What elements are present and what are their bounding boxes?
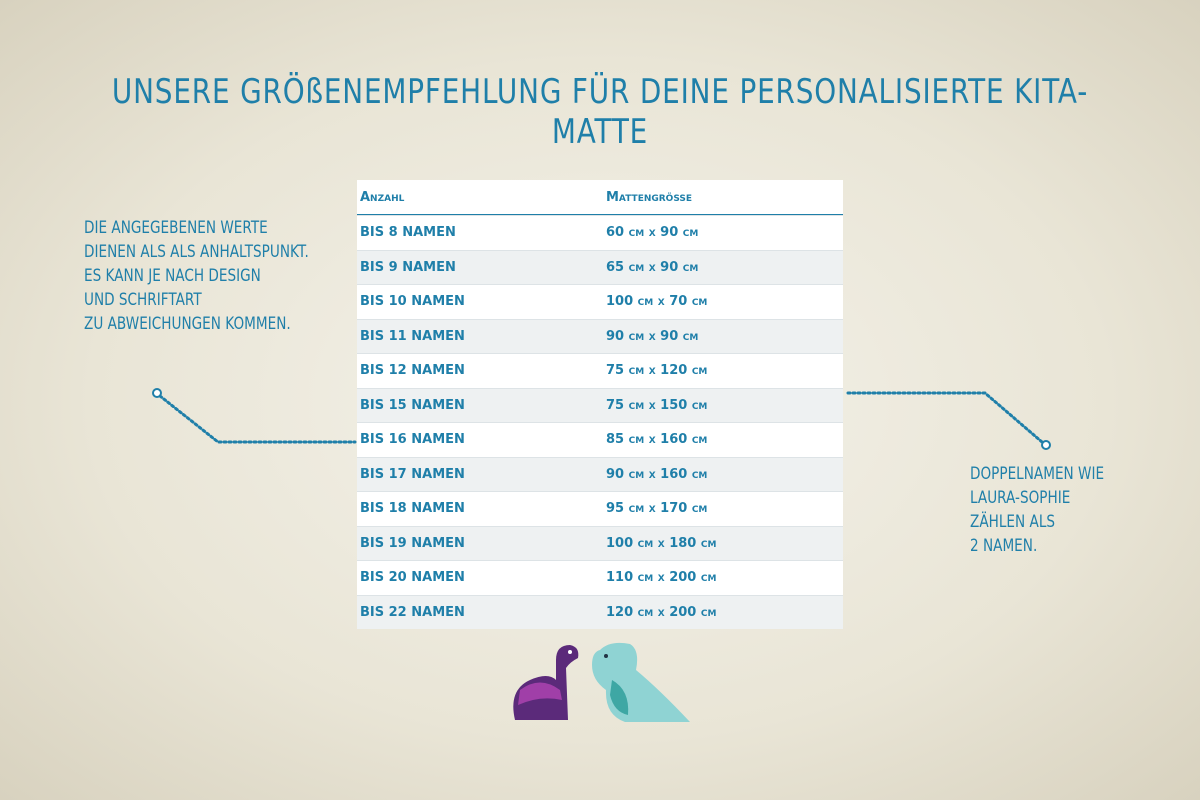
connector-dot [1041, 440, 1051, 450]
table-row: BIS 16 NAMEN 85 cm x 160 cm [357, 422, 843, 457]
table-cell: 100 cm x 70 cm [606, 294, 708, 310]
purple-dino [513, 645, 579, 720]
table-cell: 75 cm x 150 cm [606, 397, 708, 413]
table-cell: 120 cm x 200 cm [606, 604, 717, 620]
size-table: Anzahl Mattengröße BIS 8 NAMEN 60 cm x 90 c… [357, 180, 843, 629]
table-cell: BIS 9 NAMEN [360, 259, 456, 275]
table-cell: 90 cm x 90 cm [606, 328, 699, 344]
table-cell: BIS 12 NAMEN [360, 363, 465, 379]
header-cell: Anzahl [360, 189, 405, 205]
table-cell: BIS 10 NAMEN [360, 294, 465, 310]
title: UNSERE GRÖßENEMPFEHLUNG FÜR DEINE PERSON… [111, 72, 1089, 152]
right-note: DOPPELNAMEN WIE LAURA-SOPHIE ZÄHLEN ALS 2 N… [970, 462, 1104, 558]
table-row: BIS 18 NAMEN 95 cm x 170 cm [357, 491, 843, 526]
note-line: ZU ABWEICHUNGEN KOMMEN. [84, 314, 291, 334]
table-cell: 75 cm x 120 cm [606, 363, 708, 379]
table-row: BIS 22 NAMEN 120 cm x 200 cm [357, 594, 843, 629]
table-row: BIS 10 NAMEN 100 cm x 70 cm [357, 284, 843, 319]
table-cell: BIS 8 NAMEN [360, 225, 456, 241]
left-note: DIE ANGEGEBENEN WERTE DIENEN ALS ALS ANHA… [84, 216, 309, 336]
note-line: 2 NAMEN. [970, 536, 1038, 556]
table-cell: 110 cm x 200 cm [606, 570, 717, 586]
note-line: LAURA-SOPHIE [970, 488, 1071, 508]
table-cell: 100 cm x 180 cm [606, 535, 717, 551]
note-line: ZÄHLEN ALS [970, 512, 1056, 532]
connectors [158, 391, 1044, 444]
note-line: ES KANN JE NACH DESIGN [84, 266, 261, 286]
table-cell: 90 cm x 160 cm [606, 466, 708, 482]
table-cell: BIS 11 NAMEN [360, 328, 465, 344]
table-cell: BIS 18 NAMEN [360, 501, 465, 517]
note-line: DOPPELNAMEN WIE [970, 464, 1105, 484]
table-cell: BIS 17 NAMEN [360, 466, 465, 482]
connector-dot [152, 388, 162, 398]
teal-dino [592, 642, 690, 722]
table-cell: BIS 22 NAMEN [360, 604, 465, 620]
table-row: BIS 11 NAMEN 90 cm x 90 cm [357, 318, 843, 353]
table-row: BIS 17 NAMEN 90 cm x 160 cm [357, 456, 843, 491]
table-row: BIS 20 NAMEN 110 cm x 200 cm [357, 560, 843, 595]
table-cell: BIS 16 NAMEN [360, 432, 465, 448]
table-cell: BIS 19 NAMEN [360, 535, 465, 551]
table-row: BIS 9 NAMEN 65 cm x 90 cm [357, 249, 843, 284]
table-cell: 65 cm x 90 cm [606, 259, 699, 275]
note-line: DIE ANGEGEBENEN WERTE [84, 218, 268, 238]
table-row: BIS 15 NAMEN 75 cm x 150 cm [357, 387, 843, 422]
table-cell: 60 cm x 90 cm [606, 225, 699, 241]
table-cell: BIS 20 NAMEN [360, 570, 465, 586]
table-row: BIS 19 NAMEN 100 cm x 180 cm [357, 525, 843, 560]
table-row: BIS 8 NAMEN 60 cm x 90 cm [357, 215, 843, 250]
note-line: DIENEN ALS ALS ANHALTSPUNKT. [84, 242, 309, 262]
table-row: BIS 12 NAMEN 75 cm x 120 cm [357, 353, 843, 388]
table-header: Anzahl Mattengröße [357, 180, 843, 215]
table-cell: 85 cm x 160 cm [606, 432, 708, 448]
header-cell: Mattengröße [606, 189, 693, 205]
table-cell: 95 cm x 170 cm [606, 501, 708, 517]
note-line: UND SCHRIFTART [84, 290, 202, 310]
table-cell: BIS 15 NAMEN [360, 397, 465, 413]
